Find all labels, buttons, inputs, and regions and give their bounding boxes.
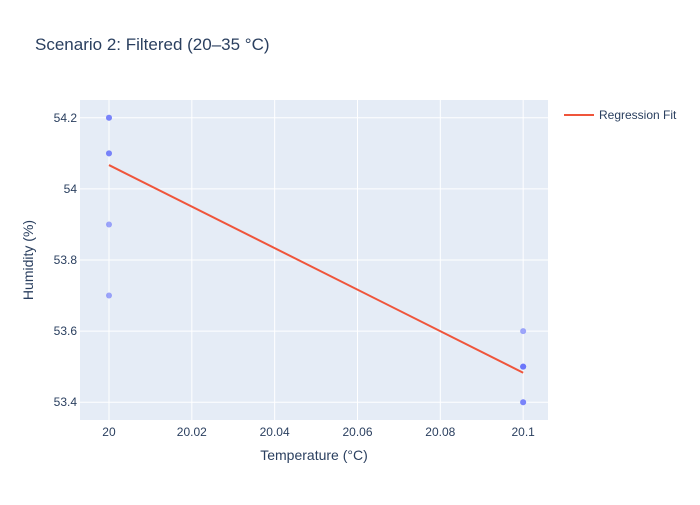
data-point[interactable] [520,399,527,406]
data-point[interactable] [105,114,112,121]
x-tick-label: 20 [102,425,116,439]
data-point[interactable] [105,150,112,157]
regression-line-layer [108,164,524,374]
x-tick-label: 20.08 [425,425,455,439]
y-axis-label: Humidity (%) [20,220,36,300]
data-point[interactable] [520,363,527,370]
x-tick-label: 20.06 [342,425,372,439]
x-tick-label: 20.02 [177,425,207,439]
y-tick-label: 54 [64,182,78,196]
x-tick-label: 20.1 [511,425,535,439]
y-tick-label: 54.2 [54,111,78,125]
data-points [105,114,527,406]
legend-label-regression: Regression Fit [599,108,677,122]
y-tick-label: 53.8 [54,253,78,267]
data-point[interactable] [105,292,112,299]
axis-layer: 20 20.02 20.04 20.06 20.08 20.1 53.4 53.6 53.8 54… [54,111,536,439]
data-point[interactable] [105,221,112,228]
y-tick-label: 53.4 [54,395,78,409]
y-tick-label: 53.6 [54,324,78,338]
chart-title: Scenario 2: Filtered (20–35 °C) [35,35,270,54]
x-tick-label: 20.04 [260,425,290,439]
x-axis-label: Temperature (°C) [260,447,368,463]
legend[interactable]: Regression Fit [564,108,677,122]
grid-layer [80,100,548,420]
data-point[interactable] [520,328,527,335]
regression-fit-line[interactable] [108,164,524,374]
